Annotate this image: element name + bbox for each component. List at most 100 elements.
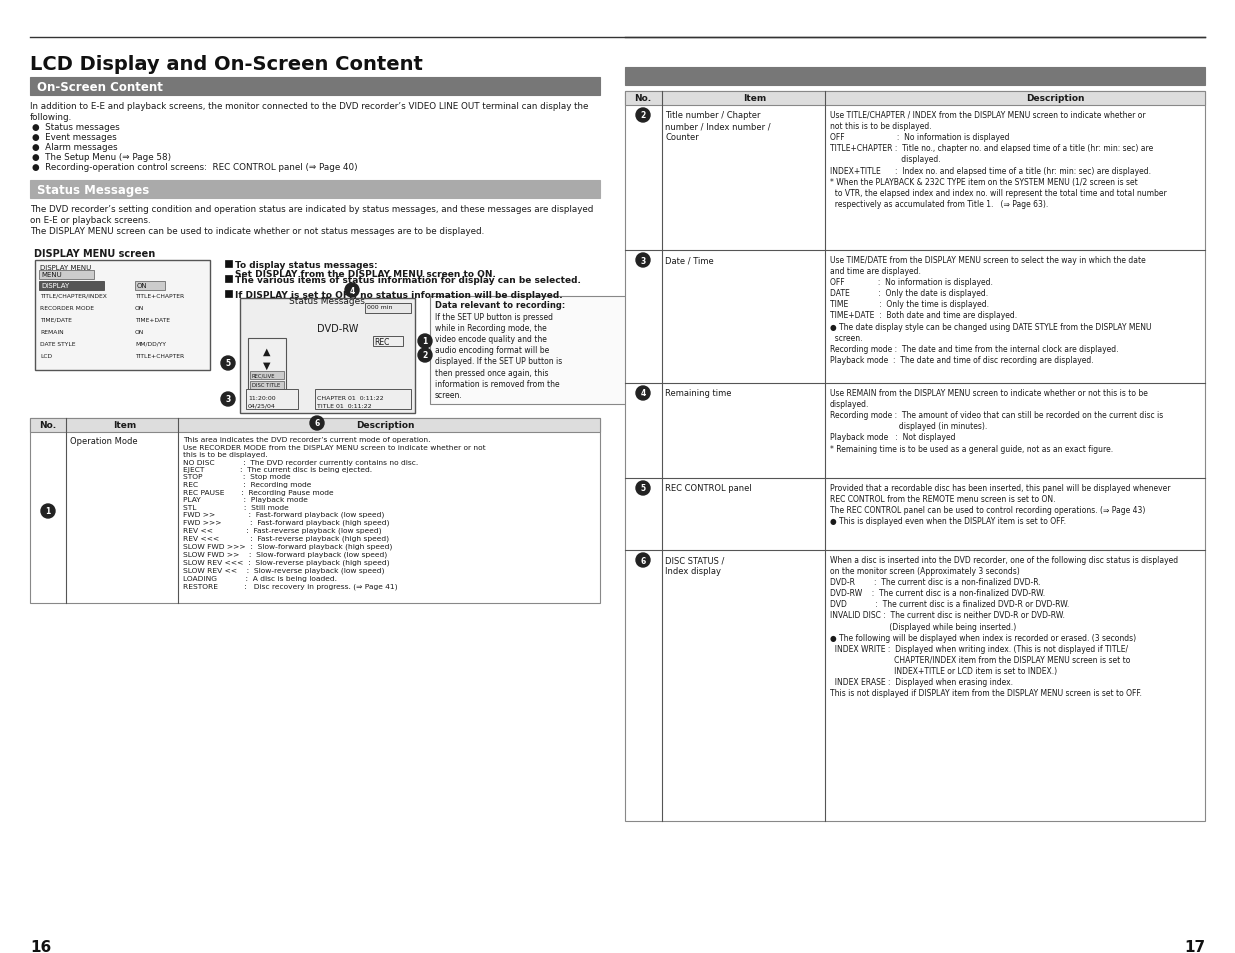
Text: Description: Description bbox=[356, 420, 414, 430]
Bar bbox=[40, 282, 104, 291]
Text: 5: 5 bbox=[641, 484, 646, 493]
Bar bbox=[625, 91, 1205, 821]
Text: 3: 3 bbox=[641, 256, 646, 265]
Text: Data relevant to recording:: Data relevant to recording: bbox=[435, 301, 566, 310]
Circle shape bbox=[636, 481, 650, 496]
Text: On-Screen Content: On-Screen Content bbox=[37, 81, 163, 94]
Text: TIME+DATE: TIME+DATE bbox=[135, 317, 170, 323]
Text: When a disc is inserted into the DVD recorder, one of the following disc status : When a disc is inserted into the DVD rec… bbox=[830, 556, 1178, 698]
Circle shape bbox=[417, 349, 432, 363]
Text: To display status messages:: To display status messages: bbox=[235, 261, 378, 270]
Text: 2: 2 bbox=[422, 351, 427, 360]
Circle shape bbox=[636, 387, 650, 400]
Text: ▼: ▼ bbox=[263, 360, 270, 371]
Text: The various items of status information for display can be selected.: The various items of status information … bbox=[235, 275, 580, 285]
Circle shape bbox=[636, 109, 650, 123]
Bar bbox=[249, 381, 284, 390]
Text: DISC STATUS /
Index display: DISC STATUS / Index display bbox=[664, 556, 725, 576]
Text: ●  Recording-operation control screens:  REC CONTROL panel (⇒ Page 40): ● Recording-operation control screens: R… bbox=[32, 163, 358, 172]
Text: REC/LIVE: REC/LIVE bbox=[252, 373, 275, 377]
Text: 6: 6 bbox=[641, 556, 646, 565]
Text: 17: 17 bbox=[1184, 939, 1205, 953]
Text: ON: ON bbox=[135, 306, 144, 311]
Bar bbox=[315, 390, 411, 410]
Text: 1: 1 bbox=[46, 507, 51, 516]
Text: ON: ON bbox=[137, 283, 148, 289]
Text: 5: 5 bbox=[226, 359, 231, 368]
Bar bbox=[225, 275, 232, 283]
Text: DATE STYLE: DATE STYLE bbox=[40, 341, 75, 347]
Text: Status Messages: Status Messages bbox=[289, 296, 364, 306]
Text: LCD: LCD bbox=[40, 354, 52, 358]
Text: If the SET UP button is pressed
while in Recording mode, the
video encode qualit: If the SET UP button is pressed while in… bbox=[435, 313, 562, 399]
Circle shape bbox=[417, 335, 432, 349]
Text: Use TIME/DATE from the DISPLAY MENU screen to select the way in which the date
a: Use TIME/DATE from the DISPLAY MENU scre… bbox=[830, 255, 1151, 364]
Text: 000 min: 000 min bbox=[367, 305, 393, 310]
Text: Operation Mode: Operation Mode bbox=[70, 436, 137, 446]
Bar bbox=[225, 261, 232, 268]
Text: REMAIN: REMAIN bbox=[40, 330, 64, 335]
Text: Remaining time: Remaining time bbox=[664, 389, 731, 397]
Text: Set DISPLAY from the DISPLAY MENU screen to ON.: Set DISPLAY from the DISPLAY MENU screen… bbox=[235, 270, 496, 278]
Bar bbox=[225, 291, 232, 297]
Text: Date / Time: Date / Time bbox=[664, 255, 714, 265]
Bar bbox=[240, 298, 415, 414]
Bar bbox=[246, 390, 298, 410]
Bar bbox=[248, 338, 287, 391]
Text: REC: REC bbox=[374, 337, 389, 347]
Text: In addition to E-E and playback screens, the monitor connected to the DVD record: In addition to E-E and playback screens,… bbox=[30, 102, 588, 122]
Text: The DVD recorder’s setting condition and operation status are indicated by statu: The DVD recorder’s setting condition and… bbox=[30, 205, 593, 236]
Text: 6: 6 bbox=[315, 419, 320, 428]
Text: ●  Alarm messages: ● Alarm messages bbox=[32, 143, 117, 152]
Text: 16: 16 bbox=[30, 939, 51, 953]
Bar bbox=[35, 261, 210, 371]
Bar bbox=[30, 418, 600, 603]
Text: 3: 3 bbox=[225, 395, 231, 404]
Text: Title number / Chapter
number / Index number /
Counter: Title number / Chapter number / Index nu… bbox=[664, 111, 771, 142]
Text: REC CONTROL panel: REC CONTROL panel bbox=[664, 483, 752, 493]
Text: Use TITLE/CHAPTER / INDEX from the DISPLAY MENU screen to indicate whether or
no: Use TITLE/CHAPTER / INDEX from the DISPL… bbox=[830, 111, 1167, 209]
Bar bbox=[30, 78, 600, 96]
Text: 4: 4 bbox=[350, 286, 354, 295]
Text: MM/DD/YY: MM/DD/YY bbox=[135, 341, 165, 347]
Text: No.: No. bbox=[40, 420, 57, 430]
Bar bbox=[30, 181, 600, 199]
Text: TITLE/CHAPTER/INDEX: TITLE/CHAPTER/INDEX bbox=[40, 294, 107, 298]
Circle shape bbox=[636, 253, 650, 268]
Text: ●  Event messages: ● Event messages bbox=[32, 132, 117, 142]
Text: DISPLAY: DISPLAY bbox=[41, 283, 69, 289]
Text: Item: Item bbox=[114, 420, 137, 430]
Text: This area indicates the DVD recorder’s current mode of operation.
Use RECORDER M: This area indicates the DVD recorder’s c… bbox=[183, 436, 485, 589]
Text: 11:20:00: 11:20:00 bbox=[248, 395, 275, 400]
Circle shape bbox=[310, 416, 324, 431]
Text: 04/25/04: 04/25/04 bbox=[248, 403, 275, 409]
Bar bbox=[40, 271, 94, 280]
Text: If DISPLAY is set to OFF, no status information will be displayed.: If DISPLAY is set to OFF, no status info… bbox=[235, 291, 563, 299]
Text: No.: No. bbox=[635, 94, 652, 103]
Bar bbox=[373, 336, 403, 347]
Circle shape bbox=[221, 393, 235, 407]
Text: Use REMAIN from the DISPLAY MENU screen to indicate whether or not this is to be: Use REMAIN from the DISPLAY MENU screen … bbox=[830, 389, 1163, 453]
Text: DVD-RW: DVD-RW bbox=[317, 324, 358, 334]
Text: CHAPTER 01  0:11:22: CHAPTER 01 0:11:22 bbox=[317, 395, 384, 400]
Circle shape bbox=[41, 504, 56, 518]
Text: RECORDER MODE: RECORDER MODE bbox=[40, 306, 94, 311]
Text: Description: Description bbox=[1026, 94, 1084, 103]
Bar bbox=[430, 296, 629, 405]
Bar bbox=[30, 418, 600, 433]
Text: TITLE+CHAPTER: TITLE+CHAPTER bbox=[135, 354, 184, 358]
Text: Status Messages: Status Messages bbox=[37, 184, 149, 196]
Text: 1: 1 bbox=[422, 337, 427, 346]
Circle shape bbox=[636, 554, 650, 567]
Text: TITLE 01  0:11:22: TITLE 01 0:11:22 bbox=[317, 403, 372, 409]
Text: Provided that a recordable disc has been inserted, this panel will be displayed : Provided that a recordable disc has been… bbox=[830, 483, 1171, 526]
Circle shape bbox=[345, 284, 359, 297]
Text: LCD Display and On-Screen Content: LCD Display and On-Screen Content bbox=[30, 55, 422, 74]
Circle shape bbox=[221, 356, 235, 371]
Text: ▲: ▲ bbox=[263, 347, 270, 356]
Text: 4: 4 bbox=[641, 389, 646, 398]
Text: ●  Status messages: ● Status messages bbox=[32, 123, 120, 132]
Text: DISPLAY MENU screen: DISPLAY MENU screen bbox=[35, 249, 156, 258]
Bar bbox=[366, 304, 411, 314]
Text: DISC TITLE: DISC TITLE bbox=[252, 382, 280, 388]
